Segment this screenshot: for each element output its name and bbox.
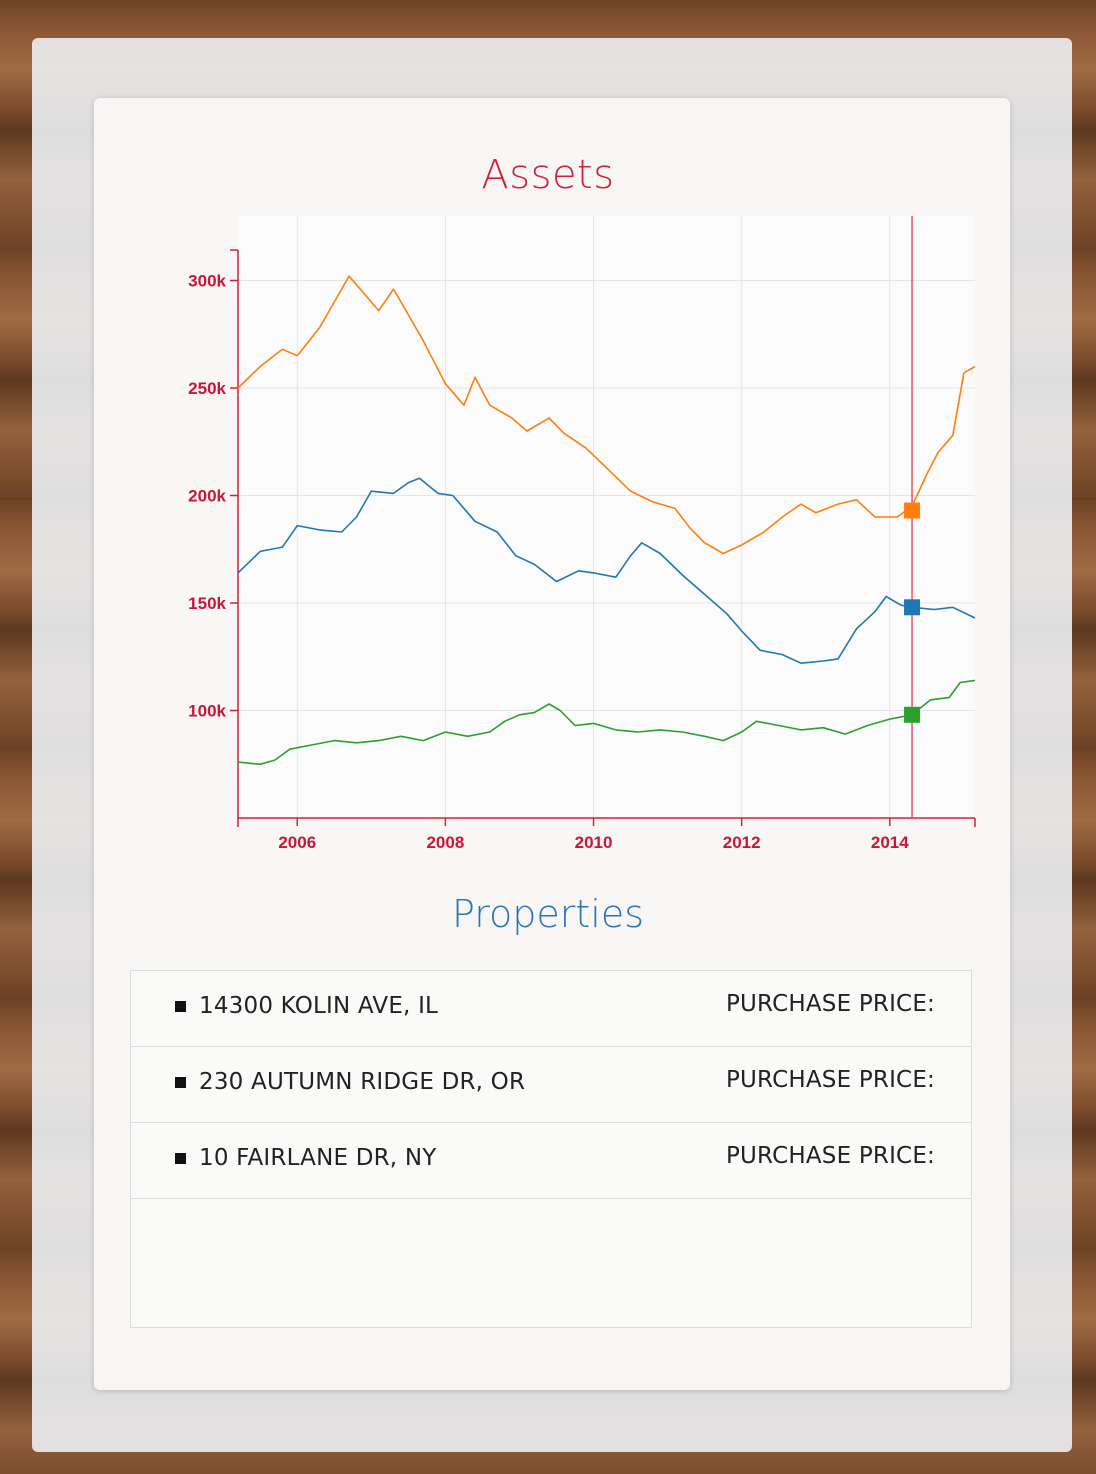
properties-title: Properties: [451, 892, 645, 936]
bullet-square-icon: [175, 1001, 186, 1012]
x-tick-label: 2012: [723, 833, 761, 852]
x-tick-label: 2014: [871, 833, 909, 852]
property-row[interactable]: 10 FAIRLANE DR, NY PURCHASE PRICE:: [131, 1123, 971, 1199]
series-line: [237, 679, 976, 766]
y-tick-label: 150k: [188, 594, 226, 613]
y-tick-label: 100k: [188, 702, 226, 721]
assets-chart: 100k 150k 200k 250k 300k 2006 2008 2010 2012 2014: [188, 216, 976, 852]
series-marker: [904, 599, 921, 616]
x-tick-label: 2010: [575, 833, 613, 852]
purchase-price-label: PURCHASE PRICE:: [725, 991, 935, 1017]
series-line: [237, 477, 976, 664]
series-line: [237, 275, 976, 555]
series-marker: [904, 706, 921, 723]
y-tick-label: 200k: [188, 487, 226, 506]
x-tick-label: 2006: [278, 833, 316, 852]
purchase-price-label: PURCHASE PRICE:: [725, 1067, 935, 1093]
property-row[interactable]: 14300 KOLIN AVE, IL PURCHASE PRICE:: [131, 971, 971, 1047]
property-address: 230 AUTUMN RIDGE DR, OR: [199, 1069, 526, 1095]
properties-list: 14300 KOLIN AVE, IL PURCHASE PRICE: 230 …: [130, 970, 972, 1328]
property-row[interactable]: 230 AUTUMN RIDGE DR, OR PURCHASE PRICE:: [131, 1047, 971, 1123]
bullet-square-icon: [175, 1153, 186, 1164]
x-tick-label: 2008: [426, 833, 464, 852]
purchase-price-label: PURCHASE PRICE:: [725, 1143, 935, 1169]
bullet-square-icon: [175, 1077, 186, 1088]
property-address: 10 FAIRLANE DR, NY: [199, 1145, 437, 1171]
y-tick-label: 300k: [188, 272, 226, 291]
assets-title: Assets: [481, 152, 615, 198]
series-marker: [904, 502, 921, 519]
plot-background: [238, 216, 975, 818]
property-address: 14300 KOLIN AVE, IL: [199, 993, 439, 1019]
y-tick-label: 250k: [188, 379, 226, 398]
